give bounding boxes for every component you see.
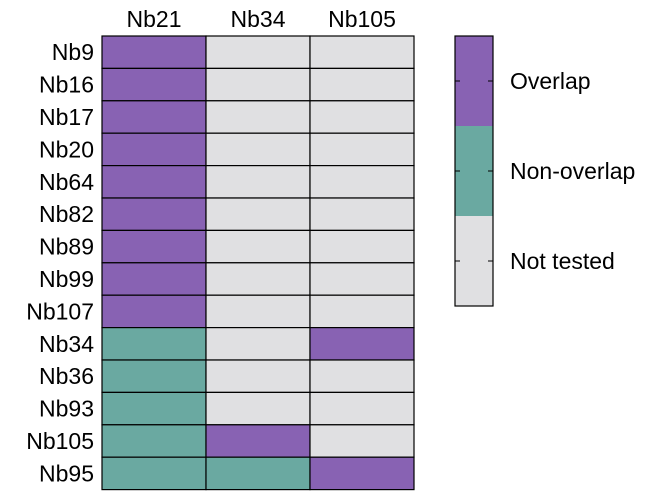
column-label: Nb21 (127, 6, 182, 32)
legend-label: Non-overlap (510, 158, 635, 184)
heatmap-cell (205, 456, 311, 491)
heatmap-cell (101, 456, 207, 491)
legend-swatch (455, 36, 493, 126)
row-label: Nb34 (39, 331, 94, 357)
row-label: Nb82 (39, 201, 94, 227)
heatmap-cell (101, 359, 207, 394)
row-label: Nb64 (39, 169, 94, 195)
heatmap-cell (205, 262, 311, 296)
heatmap-cell (205, 67, 311, 102)
heatmap-cell (101, 67, 207, 102)
heatmap-cell (309, 100, 415, 134)
heatmap-cell (205, 197, 311, 232)
legend-swatch (455, 126, 493, 216)
heatmap-cell (101, 424, 207, 458)
heatmap-cell (309, 327, 415, 361)
heatmap-cell (309, 391, 415, 426)
heatmap-cell (309, 294, 415, 329)
row-label: Nb36 (39, 363, 94, 389)
heatmap-cell (205, 100, 311, 134)
heatmap-cell (309, 132, 415, 167)
heatmap-cell (101, 294, 207, 329)
heatmap-cell (205, 424, 311, 458)
row-label: Nb105 (26, 428, 94, 454)
heatmap-cell (309, 67, 415, 102)
row-label: Nb20 (39, 136, 94, 162)
row-label: Nb107 (26, 298, 94, 324)
heatmap-cell (309, 35, 415, 70)
column-labels: Nb21 Nb34 Nb105 (127, 6, 396, 32)
row-label: Nb16 (39, 72, 94, 98)
row-label: Nb89 (39, 234, 94, 260)
heatmap-cells (101, 35, 415, 491)
heatmap-cell (205, 359, 311, 394)
row-label: Nb9 (52, 39, 94, 65)
heatmap-cell (101, 391, 207, 426)
legend-swatch (455, 216, 493, 306)
heatmap-cell (205, 391, 311, 426)
legend-label: Overlap (510, 68, 591, 94)
row-label: Nb17 (39, 104, 94, 130)
legend-border (454, 35, 494, 307)
heatmap-cell (101, 197, 207, 232)
heatmap-cell (205, 294, 311, 329)
column-label: Nb34 (231, 6, 286, 32)
heatmap-cell (101, 327, 207, 361)
heatmap-cell (101, 100, 207, 134)
row-labels: Nb9 Nb16 Nb17 Nb20 Nb64 Nb82 Nb89 Nb99 Nb107 Nb34… (26, 39, 94, 486)
heatmap-cell (309, 262, 415, 296)
heatmap-cell (205, 35, 311, 70)
heatmap-cell (205, 327, 311, 361)
heatmap-cell (101, 132, 207, 167)
legend: Overlap Non-overlap Not tested (454, 35, 635, 307)
row-label: Nb93 (39, 396, 94, 422)
row-label: Nb95 (39, 460, 94, 486)
heatmap-cell (309, 165, 415, 199)
heatmap-cell (205, 132, 311, 167)
heatmap-cell (101, 262, 207, 296)
heatmap-cell (101, 165, 207, 199)
heatmap-cell (101, 229, 207, 264)
column-label: Nb105 (328, 6, 396, 32)
heatmap-cell (101, 35, 207, 70)
heatmap-cell (309, 229, 415, 264)
heatmap-cell (309, 424, 415, 458)
heatmap-cell (205, 165, 311, 199)
heatmap-cell (309, 197, 415, 232)
heatmap-cell (309, 359, 415, 394)
row-label: Nb99 (39, 266, 94, 292)
legend-label: Not tested (510, 248, 615, 274)
heatmap-cell (205, 229, 311, 264)
heatmap-cell (309, 456, 415, 491)
